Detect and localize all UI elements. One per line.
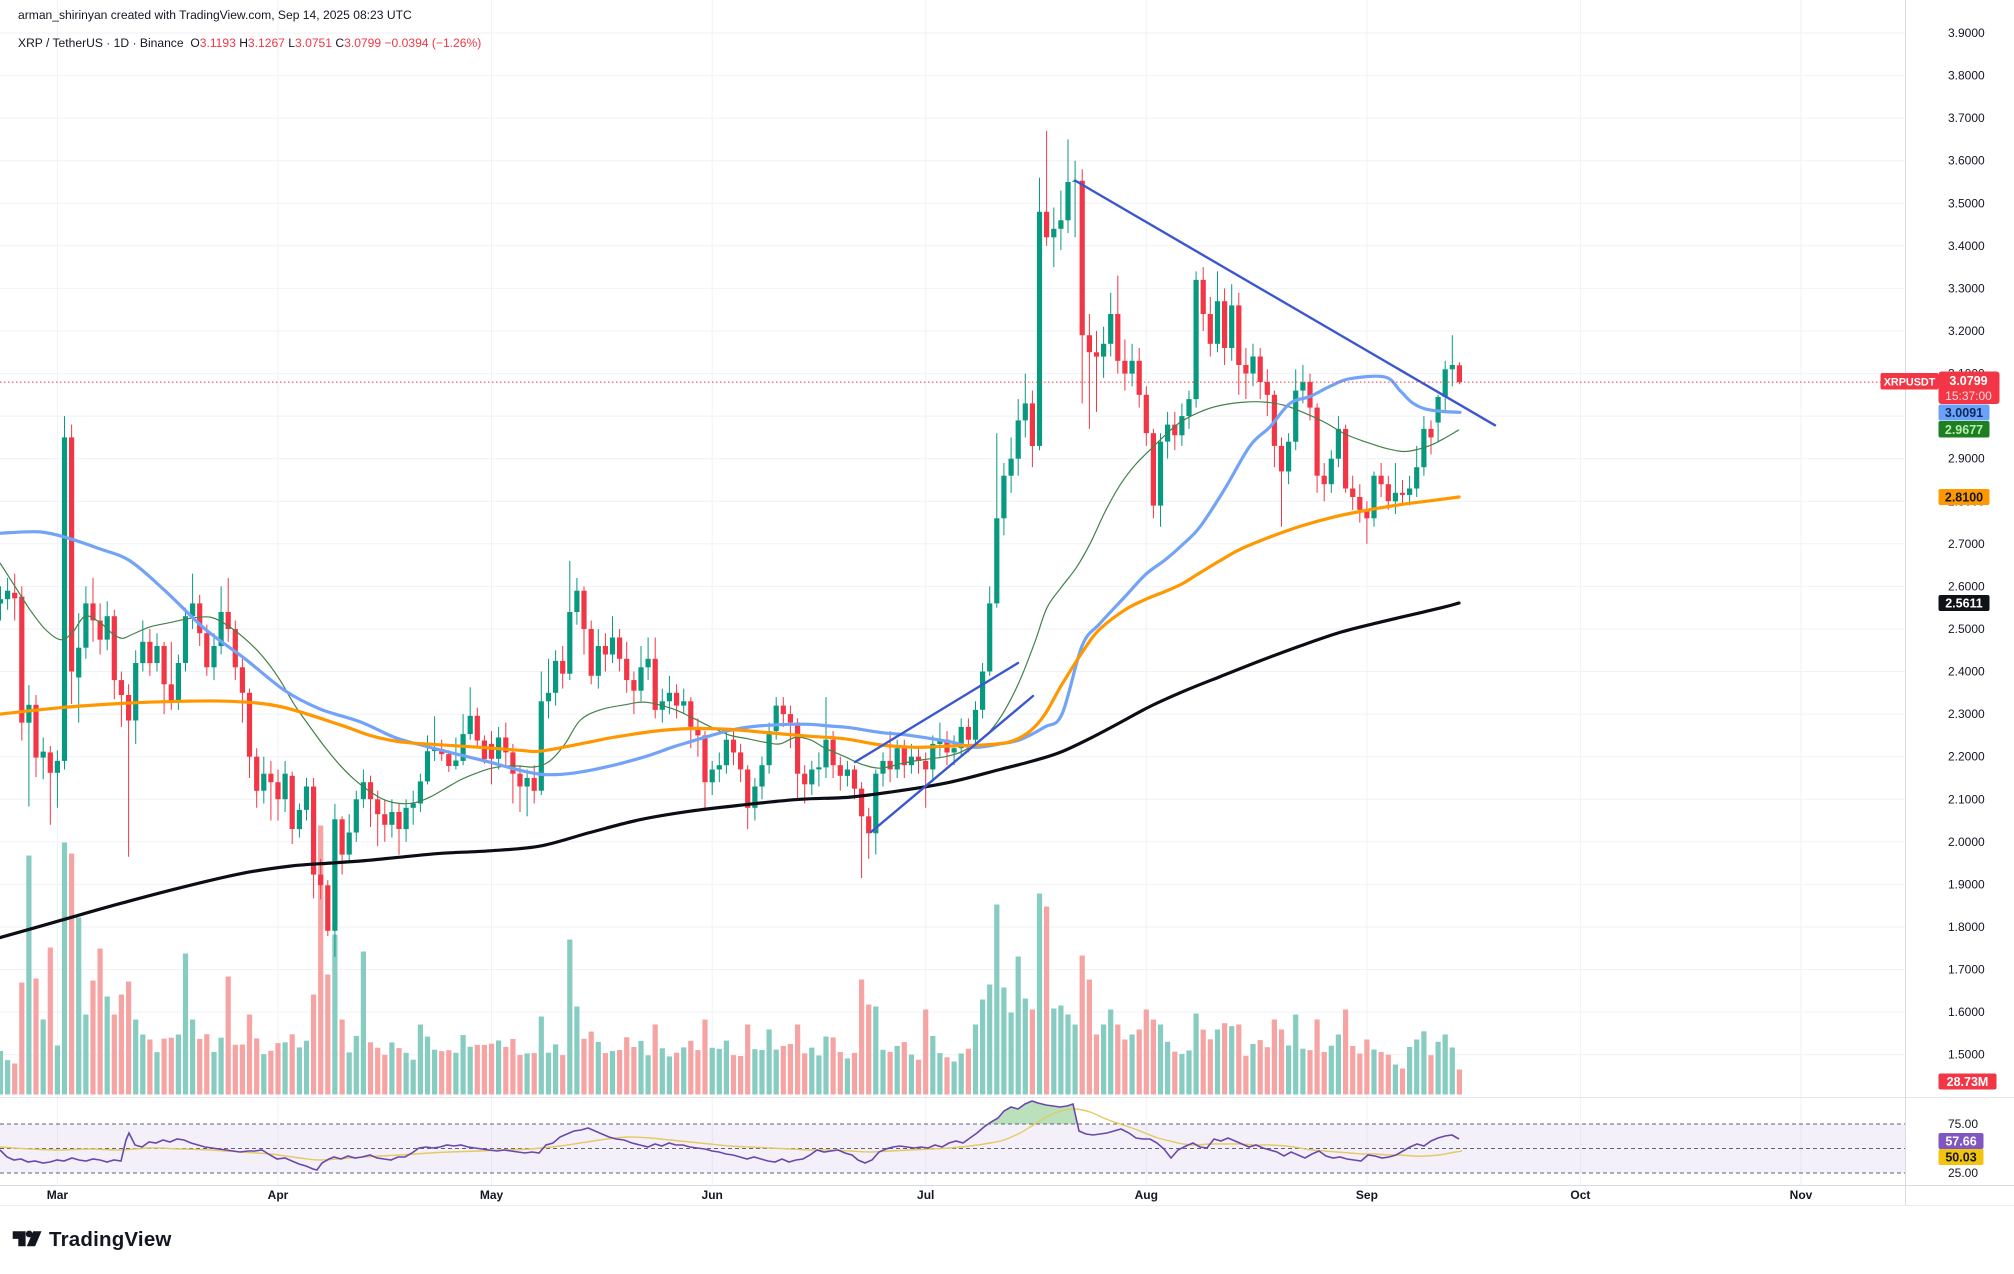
svg-text:3.6000: 3.6000 [1948,154,1985,168]
svg-text:3.7000: 3.7000 [1948,111,1985,125]
svg-text:3.3000: 3.3000 [1948,281,1985,295]
svg-text:Apr: Apr [268,1188,289,1202]
svg-text:28.73M: 28.73M [1947,1075,1989,1089]
svg-text:3.5000: 3.5000 [1948,196,1985,210]
svg-text:75.00: 75.00 [1948,1117,1978,1131]
svg-text:Mar: Mar [47,1188,69,1202]
svg-text:3.0799: 3.0799 [1949,374,1987,388]
svg-text:1.8000: 1.8000 [1948,920,1985,934]
svg-text:2.1000: 2.1000 [1948,792,1985,806]
svg-text:2.6000: 2.6000 [1948,579,1985,593]
svg-text:3.9000: 3.9000 [1948,26,1985,40]
svg-text:25.00: 25.00 [1948,1166,1978,1180]
svg-text:2.8100: 2.8100 [1945,491,1983,505]
svg-text:Aug: Aug [1135,1188,1158,1202]
svg-text:2.7000: 2.7000 [1948,537,1985,551]
svg-text:15:37:00: 15:37:00 [1945,389,1992,403]
svg-text:57.66: 57.66 [1945,1135,1976,1149]
svg-text:3.0091: 3.0091 [1945,406,1983,420]
svg-text:Nov: Nov [1790,1188,1813,1202]
svg-text:Oct: Oct [1570,1188,1590,1202]
svg-text:TradingView: TradingView [49,1228,172,1251]
svg-text:3.8000: 3.8000 [1948,69,1985,83]
svg-text:May: May [480,1188,504,1202]
svg-text:2.0000: 2.0000 [1948,835,1985,849]
svg-text:Jun: Jun [702,1188,723,1202]
svg-text:50.03: 50.03 [1945,1151,1976,1165]
svg-text:3.2000: 3.2000 [1948,324,1985,338]
svg-text:2.9677: 2.9677 [1945,423,1983,437]
svg-text:1.5000: 1.5000 [1948,1048,1985,1062]
svg-text:3.4000: 3.4000 [1948,239,1985,253]
svg-text:2.9000: 2.9000 [1948,452,1985,466]
svg-text:1.7000: 1.7000 [1948,963,1985,977]
svg-text:2.5611: 2.5611 [1945,597,1983,611]
svg-text:2.4000: 2.4000 [1948,665,1985,679]
svg-text:Sep: Sep [1356,1188,1378,1202]
svg-text:2.3000: 2.3000 [1948,707,1985,721]
svg-text:XRP / TetherUS · 1D · Binance: XRP / TetherUS · 1D · Binance O3.1193 H3… [18,36,481,50]
svg-text:1.9000: 1.9000 [1948,877,1985,891]
svg-text:arman_shirinyan created with T: arman_shirinyan created with TradingView… [18,8,412,22]
svg-text:1.6000: 1.6000 [1948,1005,1985,1019]
svg-text:Jul: Jul [917,1188,934,1202]
svg-text:2.2000: 2.2000 [1948,750,1985,764]
svg-text:2.5000: 2.5000 [1948,622,1985,636]
svg-text:XRPUSDT: XRPUSDT [1884,377,1936,389]
